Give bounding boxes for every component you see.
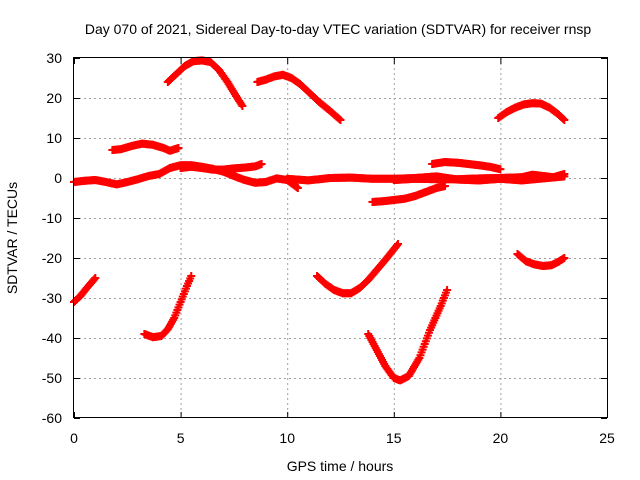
data-series-14 — [364, 286, 452, 385]
data-point — [560, 254, 569, 262]
x-tick-label: 15 — [386, 430, 402, 446]
data-marks — [70, 56, 569, 385]
plot-frame — [73, 57, 608, 418]
y-tick-labels: 30 20 10 0 -10 -20 -30 -40 -50 -60 — [42, 50, 62, 426]
y-tick-label: -30 — [42, 290, 62, 306]
data-point — [238, 102, 247, 110]
x-tick-label: 20 — [493, 430, 509, 446]
y-tick-label: 30 — [46, 50, 62, 66]
data-point — [187, 272, 196, 280]
x-tick-label: 0 — [70, 430, 78, 446]
data-point — [91, 274, 100, 282]
data-point — [394, 240, 403, 248]
y-axis-title: SDTVAR / TECUs — [4, 182, 20, 294]
data-series-15 — [513, 250, 569, 270]
data-series-11 — [494, 99, 569, 124]
data-point — [392, 241, 401, 250]
data-series-7 — [368, 182, 449, 206]
data-point — [174, 144, 183, 152]
x-tick-labels: 0 5 10 15 20 25 — [70, 430, 615, 446]
y-tick-label: -10 — [42, 210, 62, 226]
data-series-9 — [163, 56, 247, 110]
data-series-13 — [313, 240, 403, 298]
data-point — [257, 160, 266, 168]
x-tick-label: 10 — [279, 430, 295, 446]
y-tick-label: 0 — [54, 170, 62, 186]
data-point — [496, 165, 505, 174]
y-tick-label: 20 — [46, 90, 62, 106]
y-tick-label: -20 — [42, 250, 62, 266]
data-point — [90, 275, 99, 284]
x-tick-label: 25 — [599, 430, 615, 446]
y-tick-label: -60 — [42, 410, 62, 426]
data-point — [336, 116, 345, 124]
data-point — [293, 184, 302, 192]
chart-title: Day 070 of 2021, Sidereal Day-to-day VTE… — [85, 21, 591, 37]
data-series-1 — [70, 274, 100, 306]
y-tick-label: 10 — [46, 130, 62, 146]
data-series-6 — [389, 170, 569, 184]
x-tick-label: 5 — [177, 430, 185, 446]
data-series-2 — [108, 139, 183, 155]
data-point — [560, 170, 569, 178]
y-tick-label: -50 — [42, 370, 62, 386]
y-tick-label: -40 — [42, 330, 62, 346]
data-point — [443, 286, 452, 294]
data-series-8 — [428, 158, 505, 174]
data-series-12 — [140, 272, 196, 342]
x-axis-title: GPS time / hours — [287, 458, 394, 474]
data-series-4 — [176, 160, 266, 174]
data-series-10 — [253, 70, 345, 124]
data-point — [440, 182, 449, 190]
data-point — [560, 116, 569, 124]
